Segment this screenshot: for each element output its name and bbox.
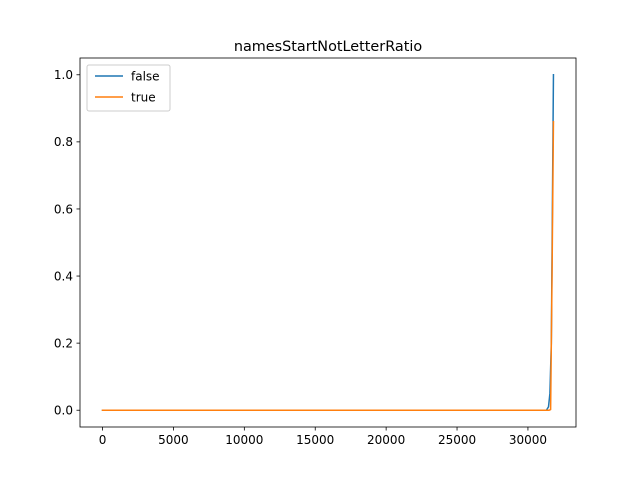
x-tick-label: 30000 xyxy=(509,433,547,447)
x-tick-label: 5000 xyxy=(158,433,189,447)
axes-layer: 0 5000 10000 15000 20000 25000 30000 0.0 0.2 0.4 0… xyxy=(54,57,577,447)
y-tick-label: 0.0 xyxy=(54,404,73,418)
legend: false true xyxy=(86,64,171,112)
y-tick-label: 0.8 xyxy=(54,135,73,149)
series-layer xyxy=(101,74,555,411)
x-tick-label: 0 xyxy=(99,433,107,447)
y-tick-label: 0.4 xyxy=(54,269,73,283)
legend-label-true: true xyxy=(131,90,156,104)
y-tick-label: 0.6 xyxy=(54,202,73,216)
x-tick-label: 20000 xyxy=(367,433,405,447)
x-tick-label: 15000 xyxy=(296,433,334,447)
x-tick-label: 25000 xyxy=(438,433,476,447)
series-line-true xyxy=(101,120,555,411)
y-tick-label: 0.2 xyxy=(54,336,73,350)
chart-title: namesStartNotLetterRatio xyxy=(234,39,422,55)
axes-frame xyxy=(79,57,577,428)
x-tick-label: 10000 xyxy=(225,433,263,447)
legend-label-false: false xyxy=(131,69,160,83)
y-tick-label: 1.0 xyxy=(54,68,73,82)
